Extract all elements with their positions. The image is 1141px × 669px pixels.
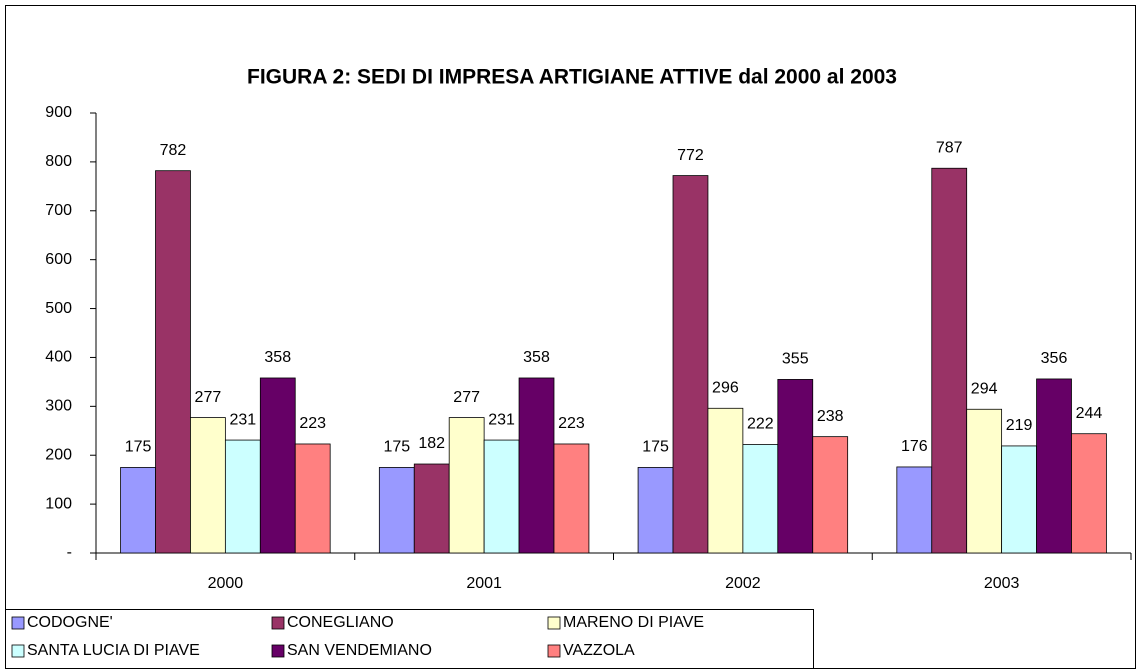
bar xyxy=(1036,378,1072,554)
legend-label: MARENO DI PIAVE xyxy=(563,614,704,631)
bar xyxy=(378,467,415,554)
data-label: 223 xyxy=(299,415,326,432)
legend-label: SANTA LUCIA DI PIAVE xyxy=(27,642,200,659)
legend-box xyxy=(5,609,814,669)
legend-swatch xyxy=(547,644,561,658)
data-label: 222 xyxy=(747,416,774,433)
data-label: 277 xyxy=(195,389,222,406)
y-tick-label: 500 xyxy=(45,300,72,317)
data-label: 219 xyxy=(1006,417,1033,434)
bar xyxy=(190,417,226,554)
legend-swatch xyxy=(271,644,285,658)
y-tick-label: 300 xyxy=(45,398,72,415)
y-tick-label: 400 xyxy=(45,349,72,366)
data-label: 356 xyxy=(1041,350,1068,367)
data-label: 787 xyxy=(936,139,963,156)
bar xyxy=(966,408,1003,554)
y-tick-label: 600 xyxy=(45,251,72,268)
data-label: 175 xyxy=(383,439,410,456)
bar xyxy=(672,175,709,554)
y-tick-label: 900 xyxy=(45,104,72,121)
legend-swatch xyxy=(271,616,285,630)
y-tick-label: 200 xyxy=(45,446,72,463)
bar xyxy=(896,466,933,554)
bar xyxy=(637,467,674,554)
bar xyxy=(413,463,450,554)
bar xyxy=(931,167,968,554)
data-label: 223 xyxy=(558,415,585,432)
data-label: 231 xyxy=(488,411,515,428)
data-label: 296 xyxy=(712,380,739,397)
bar xyxy=(224,439,261,554)
legend-swatch xyxy=(11,644,25,658)
bar xyxy=(259,377,296,554)
data-label: 182 xyxy=(418,435,445,452)
legend-label: CONEGLIANO xyxy=(287,614,394,631)
legend-label: VAZZOLA xyxy=(563,642,635,659)
data-label: 358 xyxy=(264,349,291,366)
bar xyxy=(518,377,555,554)
legend-swatch xyxy=(547,616,561,630)
data-label: 231 xyxy=(229,411,256,428)
y-tick-label: 800 xyxy=(45,153,72,170)
data-label: 175 xyxy=(125,439,152,456)
bar xyxy=(1071,433,1107,554)
bar xyxy=(777,379,814,554)
chart-title: FIGURA 2: SEDI DI IMPRESA ARTIGIANE ATTI… xyxy=(247,66,897,89)
data-label: 176 xyxy=(901,438,928,455)
bar xyxy=(742,444,779,554)
y-tick-label: - xyxy=(67,544,72,561)
data-label: 782 xyxy=(160,142,187,159)
data-label: 244 xyxy=(1076,405,1103,422)
data-label: 294 xyxy=(971,380,998,397)
x-tick-label: 2003 xyxy=(984,575,1020,592)
legend-label: SAN VENDEMIANO xyxy=(287,642,432,659)
bar xyxy=(1001,445,1037,554)
x-tick-label: 2001 xyxy=(466,575,502,592)
y-tick-label: 100 xyxy=(45,495,72,512)
bar xyxy=(120,467,156,554)
bar xyxy=(553,443,590,554)
bar xyxy=(483,439,520,554)
x-tick-label: 2002 xyxy=(725,575,761,592)
data-label: 355 xyxy=(782,351,809,368)
y-tick-label: 700 xyxy=(45,202,72,219)
bar xyxy=(155,170,191,554)
bar xyxy=(294,443,331,554)
data-label: 175 xyxy=(642,439,669,456)
data-label: 358 xyxy=(523,349,550,366)
bar xyxy=(812,436,849,554)
legend-label: CODOGNE' xyxy=(27,614,113,631)
legend-swatch xyxy=(11,616,25,630)
data-label: 277 xyxy=(453,389,480,406)
bar xyxy=(448,417,485,554)
data-label: 772 xyxy=(677,147,704,164)
data-label: 238 xyxy=(817,408,844,425)
x-tick-label: 2000 xyxy=(208,575,244,592)
bar xyxy=(707,407,744,554)
